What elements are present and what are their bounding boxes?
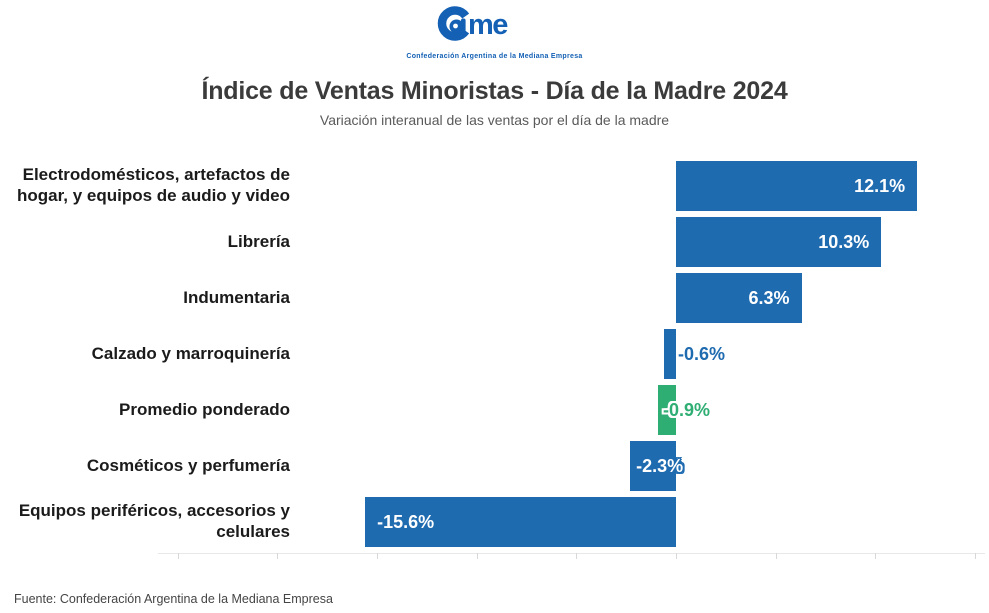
chart-row: Electrodomésticos, artefactos de hogar, … [0, 158, 989, 214]
value-label: -15.6% [377, 512, 435, 532]
value-label: 10.3% [818, 232, 870, 252]
bar [676, 217, 882, 267]
chart-row: Calzado y marroquinería -0.6% [0, 326, 989, 382]
chart-row: Librería 10.3% [0, 214, 989, 270]
svg-text:me: me [468, 9, 508, 41]
chart-row: Indumentaria 6.3% [0, 270, 989, 326]
axis-tick [875, 553, 877, 559]
bar-chart: Electrodomésticos, artefactos de hogar, … [0, 158, 989, 568]
chart-row: Promedio ponderado -0.9% [0, 382, 989, 438]
axis-tick [576, 553, 578, 559]
bar-track: 6.3% [300, 273, 989, 323]
axis-tick [277, 553, 279, 559]
bar [630, 441, 676, 491]
came-logo-icon: me [438, 6, 510, 41]
bar [658, 385, 676, 435]
logo-tagline: Confederación Argentina de la Mediana Em… [406, 53, 583, 60]
chart-row: Cosméticos y perfumería -2.3% [0, 438, 989, 494]
bar [365, 497, 676, 547]
bar [676, 273, 802, 323]
axis-tick [775, 553, 777, 559]
category-label: Equipos periféricos, accesorios y celula… [18, 501, 290, 541]
page-subtitle: Variación interanual de las ventas por e… [319, 112, 670, 128]
category-label: Cosméticos y perfumería [86, 455, 290, 475]
bar-track: -0.9% [300, 385, 989, 435]
chart-header: me Confederación Argentina de la Mediana… [0, 0, 989, 128]
came-logo: me Confederación Argentina de la Mediana… [406, 6, 582, 60]
category-label: Indumentaria [183, 287, 290, 307]
category-label: Calzado y marroquinería [91, 343, 290, 363]
page-title: Índice de Ventas Minoristas - Día de la … [201, 77, 788, 105]
bar-track: -2.3% [300, 441, 989, 491]
chart-row: Equipos periféricos, accesorios y celula… [0, 494, 989, 550]
bar-track: 12.1% [300, 161, 989, 211]
axis-tick [177, 553, 179, 559]
bar-track: -0.6% [300, 329, 989, 379]
value-label: 6.3% [748, 288, 790, 308]
source-note: Fuente: Confederación Argentina de la Me… [14, 592, 333, 606]
category-label: Librería [227, 231, 290, 251]
bar-track: -15.6% [300, 497, 989, 547]
value-label: -0.6% [678, 344, 726, 364]
x-axis-line [158, 553, 985, 554]
value-label: -2.3% [636, 456, 684, 476]
category-label: Promedio ponderado [119, 399, 290, 419]
bar [676, 161, 918, 211]
bar-track: 10.3% [300, 217, 989, 267]
value-label: -0.9% [663, 400, 711, 420]
axis-tick [974, 553, 976, 559]
category-label: Electrodomésticos, artefactos de hogar, … [17, 165, 290, 205]
value-label: 12.1% [854, 176, 906, 196]
axis-tick [377, 553, 379, 559]
bar [664, 329, 676, 379]
axis-tick [676, 553, 677, 559]
axis-tick [476, 553, 478, 559]
